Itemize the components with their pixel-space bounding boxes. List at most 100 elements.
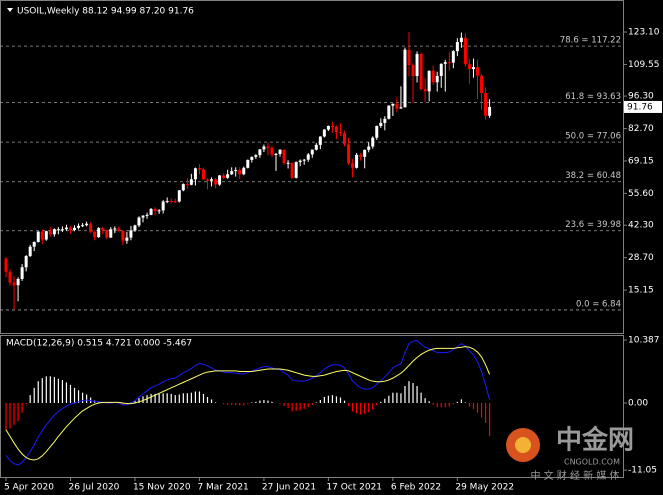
candle-body <box>379 122 383 126</box>
fib-label: 78.6 = 117.22 <box>560 36 621 46</box>
menu-arrow <box>7 8 13 12</box>
candle-body <box>290 162 294 178</box>
candle-body <box>173 201 177 203</box>
x-tick-label: 27 Jun 2021 <box>262 483 316 493</box>
y-tick-label: 28.70 <box>628 253 654 263</box>
candle-body <box>133 225 137 231</box>
fib-label: 23.6 = 39.98 <box>565 220 621 230</box>
candle-body <box>415 54 419 77</box>
candle-body <box>258 149 262 156</box>
candle-body <box>387 105 391 119</box>
candle-body <box>310 149 314 155</box>
candle-body <box>322 129 326 137</box>
candle-body <box>254 155 258 157</box>
candle-body <box>52 229 56 235</box>
candle-body <box>278 149 282 154</box>
candle-body <box>427 70 431 92</box>
x-tick-label: 5 Apr 2020 <box>4 483 54 493</box>
candle-body <box>407 49 411 66</box>
macd-panel-frame <box>0 335 624 478</box>
fib-label: 38.2 = 60.48 <box>565 171 621 181</box>
candle-body <box>238 169 242 175</box>
candle-body <box>488 106 492 116</box>
candle-body <box>270 147 274 155</box>
candle-body <box>44 231 48 240</box>
candle-body <box>177 190 181 202</box>
y-tick-label: 82.70 <box>628 124 654 134</box>
candle-body <box>484 92 488 116</box>
watermark-brand: 中金网 <box>556 425 634 456</box>
candle-body <box>28 246 32 257</box>
candle-body <box>121 230 125 241</box>
watermark: 中金网 CNGOLD.COM 中 文 财 经 新 媒 体 <box>506 425 634 482</box>
candle-body <box>222 175 226 178</box>
candle-body <box>455 42 459 52</box>
y-tick-label: 15.15 <box>628 286 654 296</box>
macd-line <box>5 339 491 466</box>
candle-body <box>24 256 28 268</box>
watermark-site: CNGOLD.COM <box>564 458 620 467</box>
candle-body <box>463 37 467 65</box>
candle-body <box>161 201 165 211</box>
candle-body <box>141 215 145 218</box>
fib-label: 50.0 = 77.06 <box>565 132 621 142</box>
candle-body <box>234 169 238 172</box>
candle-body <box>129 230 133 238</box>
candle-body <box>157 210 161 212</box>
x-tick-label: 17 Oct 2021 <box>326 483 382 493</box>
candle-body <box>169 201 173 203</box>
y-tick-label: 55.60 <box>628 189 654 199</box>
candle-body <box>459 37 463 43</box>
candle-body <box>206 179 209 181</box>
candle-body <box>12 282 16 286</box>
candle-body <box>471 67 475 70</box>
candle-body <box>371 137 375 147</box>
candle-body <box>193 168 197 180</box>
candle-body <box>338 131 342 134</box>
candle-body <box>351 163 355 168</box>
candle-body <box>467 64 471 70</box>
candle-body <box>36 231 40 242</box>
candle-body <box>117 228 121 231</box>
x-tick-label: 15 Nov 2020 <box>133 483 191 493</box>
watermark-logo-inner <box>515 437 531 453</box>
y-tick-label: 96.30 <box>628 92 654 102</box>
candle-body <box>125 237 129 241</box>
candle-body <box>201 169 205 180</box>
candle-body <box>77 225 81 228</box>
candle-body <box>226 174 230 178</box>
candle-body <box>137 217 141 226</box>
candle-body <box>286 162 290 164</box>
candle-body <box>423 88 427 92</box>
candle-body <box>246 159 250 168</box>
candle-body <box>185 184 189 186</box>
candle-body <box>274 153 278 155</box>
candle-body <box>68 227 72 230</box>
candle-body <box>250 156 254 160</box>
candle-body <box>298 160 302 163</box>
candle-body <box>145 214 149 216</box>
candle-body <box>165 201 169 203</box>
fib-label: 61.8 = 93.63 <box>565 92 621 102</box>
candle-body <box>113 228 117 230</box>
x-tick-label: 26 Jul 2020 <box>68 483 119 493</box>
candle-body <box>355 154 359 168</box>
candle-body <box>399 107 403 109</box>
candle-body <box>439 63 443 77</box>
candle-body <box>359 154 363 157</box>
candle-body <box>197 168 201 170</box>
candle-body <box>403 49 407 108</box>
candle-body <box>4 258 8 272</box>
candle-body <box>411 65 415 77</box>
candle-body <box>73 227 77 230</box>
candle-body <box>363 149 367 157</box>
candle-body <box>56 229 60 231</box>
candle-body <box>266 146 270 148</box>
candle-body <box>391 103 395 106</box>
candle-body <box>81 225 85 227</box>
candle-body <box>101 228 105 230</box>
candle-body <box>447 62 451 64</box>
candle-body <box>105 229 109 238</box>
candle-body <box>32 241 36 247</box>
